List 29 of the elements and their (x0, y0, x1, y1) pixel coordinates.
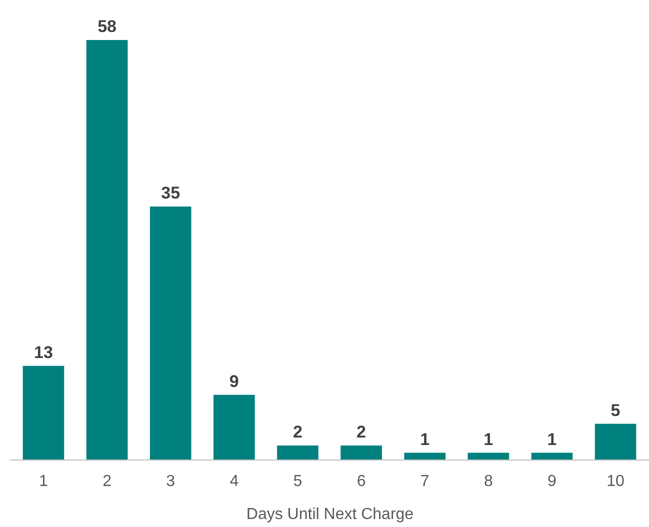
data-label: 58 (98, 17, 116, 36)
bar (22, 366, 64, 460)
x-tick-label: 3 (166, 473, 176, 490)
x-tick-label: 2 (102, 473, 112, 490)
data-label: 9 (229, 372, 239, 391)
data-label: 13 (34, 342, 53, 362)
bar (594, 424, 636, 460)
x-tick-label: 10 (606, 473, 625, 490)
data-label: 1 (420, 430, 430, 449)
x-tick-label: 9 (548, 473, 557, 490)
data-label: 2 (292, 422, 302, 442)
x-tick-label: 6 (356, 473, 366, 490)
x-tick-label: 8 (484, 473, 493, 490)
bar (86, 40, 128, 460)
data-label: 1 (484, 430, 494, 449)
bar (277, 446, 318, 460)
data-label: 35 (161, 184, 180, 203)
x-tick-label: 5 (293, 473, 302, 490)
bar (150, 206, 192, 460)
data-label: 5 (610, 400, 620, 420)
bar (213, 394, 255, 460)
x-axis-title: Days Until Next Charge (246, 506, 414, 523)
x-tick-label: 7 (420, 473, 430, 490)
x-tick-label: 1 (39, 473, 48, 490)
data-label: 1 (547, 430, 557, 449)
data-label: 2 (356, 422, 366, 442)
bar (340, 446, 382, 460)
x-tick-label: 4 (230, 473, 239, 490)
bar (404, 452, 446, 460)
